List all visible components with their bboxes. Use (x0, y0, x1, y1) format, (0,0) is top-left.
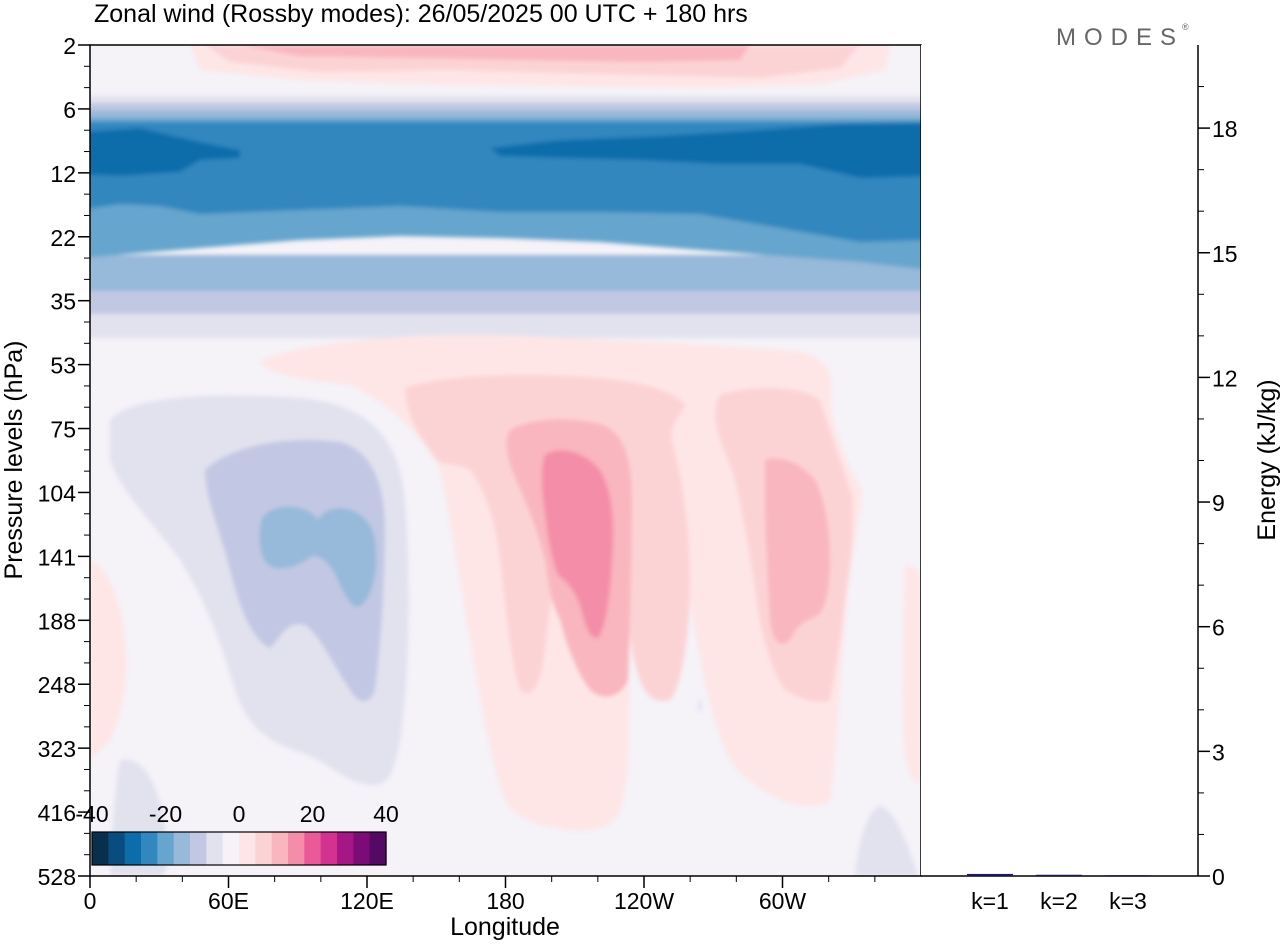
colorbar-legend: -40 -20 0 20 40 (75, 801, 399, 866)
chart-title: Zonal wind (Rossby modes): 26/05/2025 00… (94, 0, 748, 28)
contour-band (240, 45, 750, 62)
contour-fields (90, 45, 921, 876)
colorbar-swatch (141, 832, 158, 865)
y-tick-label: 75 (50, 417, 76, 443)
contour-band (90, 96, 921, 106)
colorbar-swatch (190, 832, 207, 865)
bar-category-label: k=3 (1109, 888, 1147, 914)
x-tick-label: 0 (84, 888, 97, 914)
contour-region (765, 458, 830, 644)
registered-mark: ® (1182, 22, 1189, 32)
stratosphere-bands (90, 96, 921, 338)
colorbar-tick-label: 0 (233, 801, 246, 827)
contour-smoothing (90, 45, 921, 876)
colorbar-swatch (92, 832, 109, 865)
x-tick-label: 180 (486, 888, 524, 914)
y-tick-label: 2 (63, 33, 76, 59)
y-tick-label: 141 (38, 544, 76, 570)
colorbar-swatch (304, 832, 322, 865)
y-axis-label: Pressure levels (hPa) (0, 341, 28, 580)
energy-tick-label: 9 (1212, 490, 1225, 516)
y-tick-label: 6 (63, 97, 76, 123)
contour-band (90, 255, 921, 291)
contour-region (259, 506, 377, 607)
y-tick-label: 323 (38, 736, 76, 762)
colorbar-swatch (206, 832, 224, 865)
energy-bar (1036, 874, 1082, 876)
y-tick-label: 12 (50, 161, 76, 187)
y-tick-label: 416 (38, 800, 76, 826)
y-tick-label: 104 (38, 480, 77, 506)
longitude-axis: 0 60E 120E 180 120W 60W (84, 876, 876, 914)
colorbar-swatch (271, 832, 289, 865)
energy-tick-label: 15 (1212, 241, 1238, 267)
colorbar-swatch (337, 832, 354, 865)
x-tick-label: 60W (759, 888, 807, 914)
contour-band (90, 103, 921, 113)
energy-tick-label: 18 (1212, 116, 1238, 142)
contour-region (855, 806, 918, 876)
energy-tick-label: 3 (1212, 739, 1225, 765)
bar-category-label: k=2 (1040, 888, 1078, 914)
colorbar-tick-label: -40 (75, 801, 108, 827)
contour-band (490, 122, 921, 178)
y-tick-label: 35 (50, 289, 76, 315)
contour-region (205, 439, 385, 702)
y-tick-label: 22 (50, 225, 76, 251)
bar-category-label: k=1 (971, 888, 1009, 914)
energy-axis: 0 3 6 9 12 15 18 (1198, 86, 1238, 890)
y-tick-label: 53 (50, 353, 76, 379)
y-tick-label: 248 (38, 672, 76, 698)
tropical-westerly-anomalies (90, 335, 921, 831)
colorbar-tick-label: 20 (300, 801, 326, 827)
energy-bar-chart: 0 3 6 9 12 15 18 k=1 k=2 k=3 Energy (kJ/kg) (921, 45, 1280, 914)
colorbar-tick-label: -20 (149, 801, 182, 827)
tropical-easterly-anomaly (110, 395, 918, 876)
colorbar-swatch (124, 832, 142, 865)
colorbar-swatch (288, 832, 305, 865)
y-tick-label: 528 (38, 864, 76, 890)
energy-bar (967, 873, 1013, 876)
bar-plot-background (921, 45, 1198, 876)
contour-region (542, 450, 614, 639)
contour-region (90, 560, 127, 760)
x-tick-label: 120E (340, 888, 394, 914)
heatmap-plot: 2 6 12 22 35 53 75 104 141 188 248 323 416 528 0 60E 12… (0, 33, 922, 941)
x-tick-label: 120W (614, 888, 674, 914)
colorbar-tick-label: 40 (373, 801, 399, 827)
contour-region (902, 565, 921, 783)
energy-tick-label: 0 (1212, 864, 1225, 890)
colorbar-swatch (157, 832, 175, 865)
upper-positive-band (190, 45, 890, 88)
colorbar-frame (91, 831, 387, 866)
x-tick-label: 60E (208, 888, 249, 914)
colorbar-swatch (369, 832, 387, 865)
energy-tick-label: 12 (1212, 365, 1238, 391)
contour-band (90, 128, 240, 176)
colorbar-swatch (320, 832, 338, 865)
energy-axis-label: Energy (kJ/kg) (1253, 379, 1280, 540)
colorbar-swatch (255, 832, 273, 865)
colorbar-swatch (108, 832, 126, 865)
colorbar-swatch (353, 832, 371, 865)
x-axis-label: Longitude (450, 913, 560, 941)
energy-tick-label: 6 (1212, 615, 1225, 641)
energy-bars: k=1 k=2 k=3 (967, 873, 1151, 914)
contour-band (700, 196, 738, 210)
contour-spot (698, 700, 702, 712)
colorbar-swatch (173, 832, 191, 865)
energy-bar (1105, 875, 1151, 876)
colorbar-swatch (239, 832, 256, 865)
pressure-axis: 2 6 12 22 35 53 75 104 141 188 248 323 416 528 (38, 33, 90, 890)
y-tick-label: 188 (38, 608, 76, 634)
colorbar-swatch (222, 832, 240, 865)
